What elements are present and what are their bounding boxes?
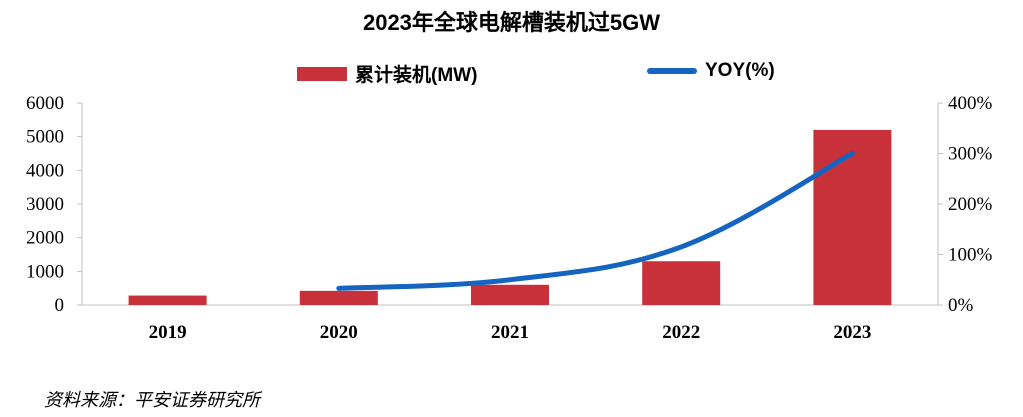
y-left-tick-label: 3000 [26,194,64,215]
y-right-tick-label: 400% [948,93,993,114]
chart-title: 2023年全球电解槽装机过5GW [362,10,661,35]
bar-2021 [471,284,549,305]
x-tick-label-2019: 2019 [149,322,187,343]
y-left-tick-label: 5000 [26,127,64,148]
legend-item-bar: 累计装机(MW) [297,60,477,87]
y-right-tick-label: 0% [948,295,974,316]
legend-label-line: YOY(%) [705,60,775,81]
y-left-tick-label: 4000 [26,160,64,181]
legend-swatch-line [647,68,697,74]
y-left-tick-label: 1000 [26,261,64,282]
bar-2023 [813,129,892,305]
legend-item-line: YOY(%) [647,60,775,82]
y-right-tick-label: 100% [948,245,993,266]
yoy-line [336,151,855,291]
y-right-tick-label: 200% [948,194,993,215]
legend-swatch-bar [297,66,347,81]
x-tick-label-2021: 2021 [491,322,529,343]
source-note: 资料来源：平安证券研究所 [44,390,260,411]
legend-label-bar: 累计装机(MW) [355,65,478,86]
x-tick-label-2022: 2022 [662,322,700,343]
bar-2020 [299,290,378,305]
legend: 累计装机(MW) YOY(%) [0,60,1023,86]
bar-2022 [642,261,721,305]
y-left-tick-label: 2000 [26,228,64,249]
bar-2019 [128,295,207,305]
y-left-tick-label: 0 [55,295,65,316]
x-tick-label-2020: 2020 [320,322,358,343]
x-tick-label-2023: 2023 [833,322,871,343]
y-left-tick-label: 6000 [26,93,64,114]
y-right-tick-label: 300% [948,144,993,165]
